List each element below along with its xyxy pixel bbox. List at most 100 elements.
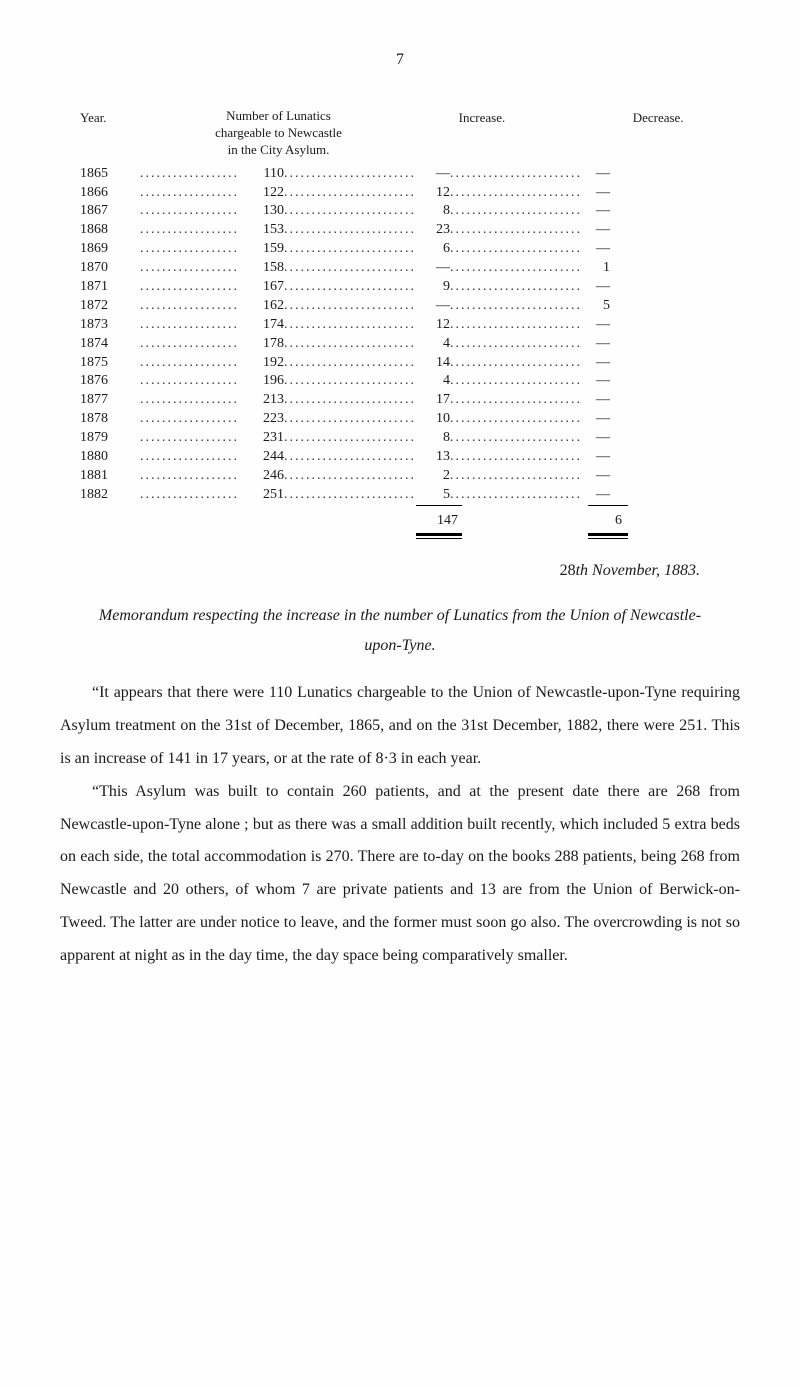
- leader-dots: ........................................…: [284, 184, 414, 203]
- paragraph-1: “It appears that there were 110 Lunatics…: [60, 677, 740, 775]
- paragraph-2: “This Asylum was built to contain 260 pa…: [60, 776, 740, 973]
- leader-dots: ........................................…: [140, 335, 240, 354]
- leader-dots: ........................................…: [140, 372, 240, 391]
- cell-chargeable: 130: [240, 202, 284, 221]
- cell-year: 1872: [60, 297, 140, 316]
- leader-dots: ........................................…: [284, 391, 414, 410]
- cell-chargeable: 192: [240, 354, 284, 373]
- cell-increase: 9: [414, 278, 450, 297]
- table-row: 1878....................................…: [60, 410, 740, 429]
- lunatics-table: Year. Number of Lunatics chargeable to N…: [60, 108, 740, 539]
- leader-dots: ........................................…: [284, 429, 414, 448]
- leader-dots: ........................................…: [140, 448, 240, 467]
- leader-dots: ........................................…: [450, 165, 580, 184]
- cell-year: 1881: [60, 467, 140, 486]
- leader-dots: ........................................…: [450, 297, 580, 316]
- leader-dots: ........................................…: [140, 202, 240, 221]
- cell-decrease: —: [580, 221, 610, 240]
- cell-decrease: —: [580, 202, 610, 221]
- cell-year: 1877: [60, 391, 140, 410]
- cell-year: 1879: [60, 429, 140, 448]
- cell-chargeable: 246: [240, 467, 284, 486]
- cell-year: 1876: [60, 372, 140, 391]
- table-row: 1881....................................…: [60, 467, 740, 486]
- leader-dots: ........................................…: [140, 259, 240, 278]
- col-header-year: Year.: [60, 108, 169, 159]
- cell-chargeable: 174: [240, 316, 284, 335]
- cell-increase: 4: [414, 335, 450, 354]
- table-row: 1872....................................…: [60, 297, 740, 316]
- cell-year: 1875: [60, 354, 140, 373]
- table-row: 1871....................................…: [60, 278, 740, 297]
- cell-chargeable: 244: [240, 448, 284, 467]
- cell-year: 1865: [60, 165, 140, 184]
- cell-chargeable: 213: [240, 391, 284, 410]
- cell-increase: —: [414, 259, 450, 278]
- cell-decrease: —: [580, 391, 610, 410]
- cell-year: 1870: [60, 259, 140, 278]
- leader-dots: ........................................…: [284, 259, 414, 278]
- table-row: 1877....................................…: [60, 391, 740, 410]
- cell-chargeable: 178: [240, 335, 284, 354]
- leader-dots: ........................................…: [284, 278, 414, 297]
- leader-dots: ........................................…: [284, 354, 414, 373]
- leader-dots: ........................................…: [140, 297, 240, 316]
- cell-increase: 4: [414, 372, 450, 391]
- col-header-decrease: Decrease.: [576, 108, 740, 159]
- leader-dots: ........................................…: [140, 410, 240, 429]
- page-number: 7: [60, 48, 740, 72]
- table-row: 1875....................................…: [60, 354, 740, 373]
- leader-dots: ........................................…: [140, 316, 240, 335]
- cell-increase: 13: [414, 448, 450, 467]
- cell-increase: 6: [414, 240, 450, 259]
- totals-rule-bottom: [60, 533, 740, 539]
- cell-decrease: —: [580, 448, 610, 467]
- cell-year: 1867: [60, 202, 140, 221]
- leader-dots: ........................................…: [450, 486, 580, 505]
- table-row: 1874....................................…: [60, 335, 740, 354]
- cell-year: 1869: [60, 240, 140, 259]
- cell-chargeable: 110: [240, 165, 284, 184]
- cell-year: 1866: [60, 184, 140, 203]
- cell-chargeable: 122: [240, 184, 284, 203]
- cell-year: 1882: [60, 486, 140, 505]
- leader-dots: ........................................…: [450, 259, 580, 278]
- leader-dots: ........................................…: [140, 467, 240, 486]
- leader-dots: ........................................…: [450, 372, 580, 391]
- date-rest: November, 1883.: [588, 562, 700, 579]
- leader-dots: ........................................…: [450, 448, 580, 467]
- cell-decrease: 5: [580, 297, 610, 316]
- leader-dots: ........................................…: [140, 278, 240, 297]
- leader-dots: ........................................…: [284, 165, 414, 184]
- leader-dots: ........................................…: [450, 391, 580, 410]
- cell-increase: 12: [414, 316, 450, 335]
- cell-decrease: —: [580, 410, 610, 429]
- leader-dots: ........................................…: [284, 410, 414, 429]
- cell-decrease: —: [580, 278, 610, 297]
- col-header-chargeable: Number of Lunatics chargeable to Newcast…: [169, 108, 387, 159]
- cell-decrease: —: [580, 486, 610, 505]
- date-day: 28: [560, 562, 576, 579]
- chargeable-line2: chargeable to Newcastle: [215, 125, 342, 140]
- table-row: 1879....................................…: [60, 429, 740, 448]
- col-header-increase: Increase.: [388, 108, 577, 159]
- cell-year: 1868: [60, 221, 140, 240]
- cell-decrease: —: [580, 429, 610, 448]
- leader-dots: ........................................…: [284, 335, 414, 354]
- date-ordinal: th: [576, 562, 588, 579]
- cell-decrease: —: [580, 467, 610, 486]
- table-row: 1867....................................…: [60, 202, 740, 221]
- cell-decrease: —: [580, 372, 610, 391]
- cell-chargeable: 167: [240, 278, 284, 297]
- table-row: 1866....................................…: [60, 184, 740, 203]
- leader-dots: ........................................…: [284, 202, 414, 221]
- date-line: 28th November, 1883.: [60, 559, 700, 583]
- leader-dots: ........................................…: [450, 467, 580, 486]
- leader-dots: ........................................…: [140, 486, 240, 505]
- total-decrease: 6: [588, 510, 622, 531]
- memorandum-heading: Memorandum respecting the increase in th…: [90, 601, 710, 662]
- leader-dots: ........................................…: [140, 429, 240, 448]
- leader-dots: ........................................…: [450, 240, 580, 259]
- leader-dots: ........................................…: [450, 202, 580, 221]
- cell-chargeable: 223: [240, 410, 284, 429]
